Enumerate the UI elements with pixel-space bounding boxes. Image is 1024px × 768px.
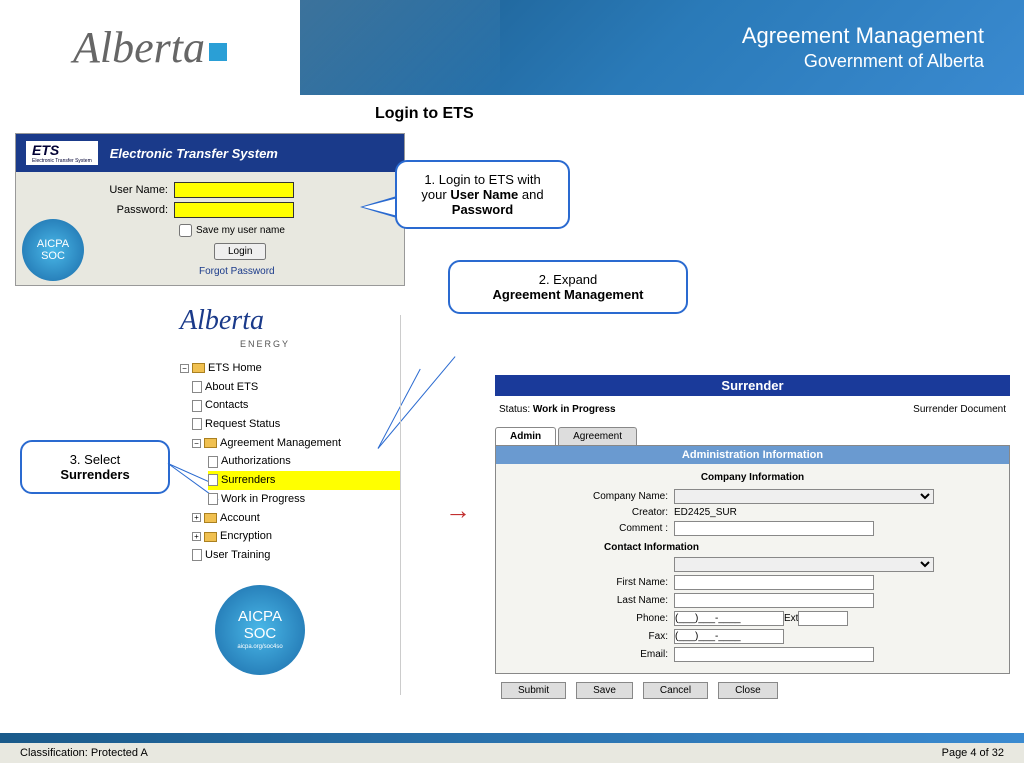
- creator-label: Creator:: [504, 507, 674, 518]
- tree-agreement-mgmt[interactable]: −Agreement Management: [192, 434, 400, 453]
- alberta-energy-logo: Alberta: [180, 305, 400, 337]
- submit-button[interactable]: Submit: [501, 682, 566, 699]
- ext-input[interactable]: [798, 611, 848, 626]
- email-input[interactable]: [674, 647, 874, 662]
- email-label: Email:: [504, 649, 674, 660]
- divider: [400, 315, 401, 695]
- tree-encryption[interactable]: +Encryption: [192, 527, 400, 546]
- comment-label: Comment :: [504, 523, 674, 534]
- footer: Classification: Protected A Page 4 of 32: [0, 733, 1024, 768]
- aicpa-soc-badge-large: AICPASOCaicpa.org/soc4so: [215, 585, 305, 675]
- ets-banner: ETS Electronic Transfer System Electroni…: [16, 134, 404, 172]
- ets-login-box: ETS Electronic Transfer System Electroni…: [15, 133, 405, 286]
- section-title: Login to ETS: [375, 105, 474, 123]
- tree-surrenders[interactable]: Surrenders: [208, 471, 400, 490]
- phone-label: Phone:: [504, 613, 674, 624]
- logo-area: Alberta: [0, 0, 300, 95]
- header-subtitle: Government of Alberta: [742, 51, 984, 72]
- tab-admin[interactable]: Admin: [495, 427, 556, 445]
- firstname-input[interactable]: [674, 575, 874, 590]
- tree-account[interactable]: +Account: [192, 509, 400, 528]
- tree-training[interactable]: User Training: [192, 546, 400, 565]
- tree-ets-home[interactable]: −ETS Home: [180, 359, 400, 378]
- company-name-label: Company Name:: [504, 491, 674, 502]
- contact-select[interactable]: [674, 557, 934, 572]
- surrender-doc-link[interactable]: Surrender Document: [913, 404, 1006, 415]
- phone-input[interactable]: [674, 611, 784, 626]
- save-username-checkbox[interactable]: [179, 224, 192, 237]
- ets-logo: ETS Electronic Transfer System: [26, 141, 98, 165]
- tree-contacts[interactable]: Contacts: [192, 396, 400, 415]
- tree-request-status[interactable]: Request Status: [192, 415, 400, 434]
- username-label: User Name:: [24, 184, 174, 196]
- ets-title: Electronic Transfer System: [110, 146, 278, 161]
- company-info-title: Company Information: [504, 472, 1001, 483]
- lastname-input[interactable]: [674, 593, 874, 608]
- firstname-label: First Name:: [504, 577, 674, 588]
- callout-tail: [360, 195, 400, 219]
- admin-box: Administration Information Company Infor…: [495, 445, 1010, 674]
- header: Alberta Agreement Management Government …: [0, 0, 1024, 95]
- username-input[interactable]: [174, 182, 294, 198]
- callout-3: 3. Select Surrenders: [20, 440, 170, 494]
- status-text: Status: Work in Progress: [499, 404, 616, 415]
- login-button[interactable]: Login: [214, 243, 266, 260]
- header-title: Agreement Management: [742, 23, 984, 49]
- save-username-label: Save my user name: [196, 225, 285, 236]
- aicpa-soc-badge: AICPASOC: [22, 219, 84, 281]
- nav-tree: −ETS Home About ETS Contacts Request Sta…: [180, 359, 400, 565]
- fax-input[interactable]: [674, 629, 784, 644]
- surrender-header: Surrender: [495, 375, 1010, 396]
- alberta-logo: Alberta: [73, 22, 227, 73]
- header-banner: Agreement Management Government of Alber…: [300, 0, 1024, 95]
- close-button[interactable]: Close: [718, 682, 778, 699]
- password-label: Password:: [24, 204, 174, 216]
- comment-input[interactable]: [674, 521, 874, 536]
- contact-info-title: Contact Information: [604, 542, 1001, 553]
- page-number: Page 4 of 32: [942, 747, 1004, 759]
- callout-2: 2. Expand Agreement Management: [448, 260, 688, 314]
- arrow-icon: →: [445, 495, 471, 526]
- ets-form: User Name: Password: Save my user name L…: [16, 172, 404, 285]
- tree-about[interactable]: About ETS: [192, 378, 400, 397]
- fax-label: Fax:: [504, 631, 674, 642]
- energy-label: ENERGY: [240, 339, 400, 349]
- surrender-panel: Surrender Status: Work in Progress Surre…: [495, 375, 1010, 699]
- lastname-label: Last Name:: [504, 595, 674, 606]
- cancel-button[interactable]: Cancel: [643, 682, 708, 699]
- main-content: Login to ETS ETS Electronic Transfer Sys…: [0, 95, 1024, 733]
- creator-value: ED2425_SUR: [674, 507, 737, 518]
- tree-authorizations[interactable]: Authorizations: [208, 452, 400, 471]
- classification-label: Classification: Protected A: [20, 747, 148, 759]
- forgot-password-link[interactable]: Forgot Password: [199, 266, 396, 277]
- tab-agreement[interactable]: Agreement: [558, 427, 637, 445]
- tree-wip[interactable]: Work in Progress: [208, 490, 400, 509]
- company-name-select[interactable]: [674, 489, 934, 504]
- tree-panel: Alberta ENERGY −ETS Home About ETS Conta…: [180, 305, 400, 565]
- admin-header: Administration Information: [496, 446, 1009, 464]
- password-input[interactable]: [174, 202, 294, 218]
- save-button[interactable]: Save: [576, 682, 633, 699]
- callout-1: 1. Login to ETS with your User Name and …: [395, 160, 570, 229]
